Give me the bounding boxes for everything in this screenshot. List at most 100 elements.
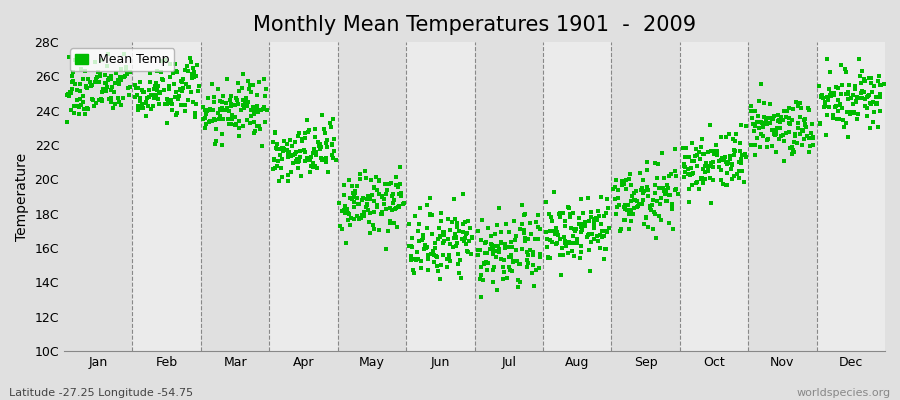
- Point: [372, 178, 386, 184]
- Point: [184, 88, 198, 95]
- Point: [491, 222, 505, 228]
- Point: [460, 230, 474, 236]
- Point: [636, 176, 651, 183]
- Point: [78, 68, 93, 75]
- Point: [142, 94, 157, 100]
- Point: [220, 76, 234, 82]
- Point: [472, 247, 486, 254]
- Point: [506, 259, 520, 266]
- Point: [824, 90, 839, 96]
- Point: [425, 231, 439, 237]
- Point: [678, 154, 692, 161]
- Point: [414, 258, 428, 264]
- Point: [757, 120, 771, 126]
- Point: [464, 225, 478, 232]
- Point: [315, 112, 329, 118]
- Point: [112, 98, 127, 105]
- Point: [276, 146, 291, 152]
- Point: [853, 90, 868, 96]
- Point: [270, 140, 284, 147]
- Point: [108, 100, 122, 107]
- Point: [202, 119, 216, 125]
- Point: [497, 257, 511, 263]
- Point: [388, 206, 402, 213]
- Point: [266, 166, 281, 172]
- Point: [69, 103, 84, 110]
- Point: [735, 152, 750, 158]
- Point: [782, 105, 796, 111]
- Point: [429, 263, 444, 269]
- Point: [544, 228, 559, 234]
- Point: [202, 118, 217, 124]
- Point: [759, 117, 773, 124]
- Point: [450, 220, 464, 226]
- Point: [201, 95, 215, 102]
- Point: [531, 236, 545, 242]
- Point: [235, 85, 249, 91]
- Point: [591, 213, 606, 220]
- Point: [428, 252, 443, 259]
- Point: [349, 194, 364, 201]
- Point: [748, 108, 762, 114]
- Point: [221, 107, 236, 114]
- Point: [819, 132, 833, 138]
- Point: [405, 244, 419, 250]
- Point: [99, 80, 113, 86]
- Point: [520, 257, 535, 264]
- Point: [169, 68, 184, 74]
- Point: [428, 259, 442, 266]
- Point: [236, 102, 250, 109]
- Point: [225, 116, 239, 122]
- Point: [81, 106, 95, 112]
- Point: [716, 180, 730, 187]
- Point: [318, 126, 332, 133]
- Point: [410, 256, 425, 263]
- Point: [848, 82, 862, 89]
- Point: [768, 132, 782, 139]
- Point: [275, 145, 290, 151]
- Point: [325, 152, 339, 158]
- Point: [128, 82, 142, 89]
- Point: [135, 87, 149, 93]
- Point: [641, 186, 655, 193]
- Point: [415, 237, 429, 244]
- Point: [793, 114, 807, 120]
- Point: [493, 240, 508, 247]
- Point: [420, 202, 435, 209]
- Point: [760, 137, 774, 143]
- Point: [734, 160, 749, 166]
- Point: [523, 220, 537, 227]
- Point: [821, 97, 835, 103]
- Point: [411, 238, 426, 244]
- Point: [845, 101, 859, 108]
- Point: [685, 171, 699, 177]
- Point: [144, 91, 158, 98]
- Point: [852, 73, 867, 79]
- Point: [342, 210, 356, 217]
- Point: [243, 82, 257, 88]
- Point: [152, 88, 166, 95]
- Point: [92, 79, 106, 86]
- Point: [308, 163, 322, 170]
- Point: [641, 193, 655, 199]
- Point: [433, 276, 447, 282]
- Point: [543, 255, 557, 261]
- Point: [767, 113, 781, 119]
- Point: [391, 184, 405, 190]
- Point: [206, 107, 220, 114]
- Point: [287, 138, 302, 145]
- Point: [350, 183, 365, 189]
- Y-axis label: Temperature: Temperature: [15, 152, 29, 241]
- Point: [436, 252, 450, 258]
- Point: [874, 82, 888, 88]
- Point: [681, 154, 696, 160]
- Point: [119, 67, 133, 73]
- Point: [333, 223, 347, 229]
- Point: [779, 113, 794, 120]
- Point: [178, 67, 193, 74]
- Point: [597, 212, 611, 219]
- Point: [104, 73, 118, 79]
- Point: [292, 158, 306, 165]
- Point: [266, 139, 280, 145]
- Point: [310, 152, 324, 158]
